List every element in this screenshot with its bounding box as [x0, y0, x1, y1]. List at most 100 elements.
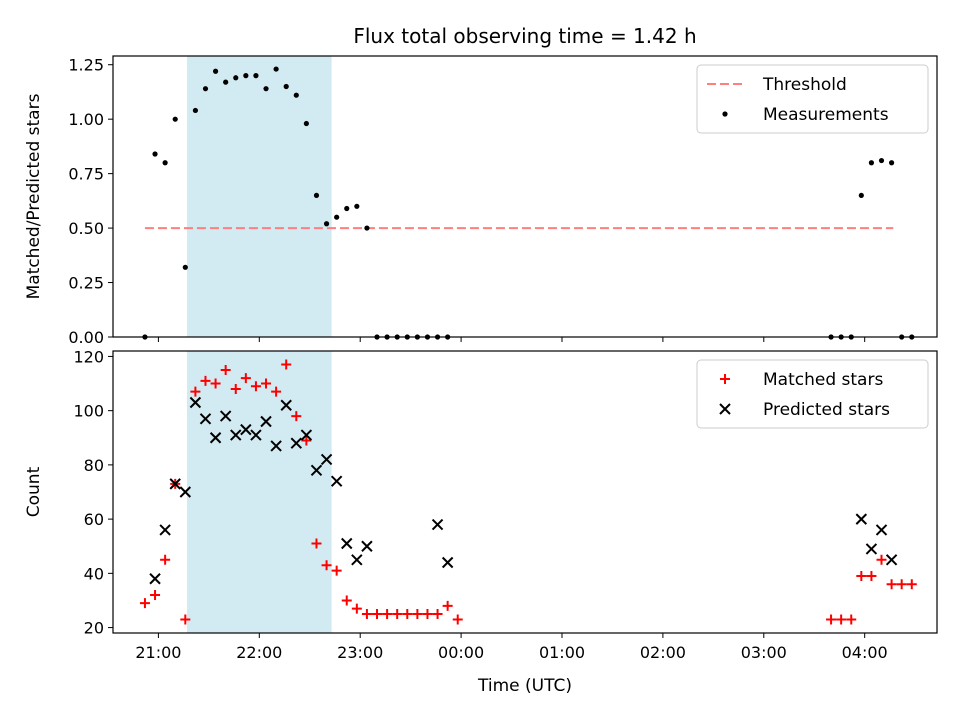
y-tick-label: 0.50: [68, 219, 104, 238]
measurement-point: [243, 73, 249, 79]
chart-title: Flux total observing time = 1.42 h: [353, 24, 696, 48]
predicted-star-point: [159, 524, 171, 536]
matched-star-point: [866, 571, 877, 582]
y-tick-label: 120: [73, 347, 104, 366]
observing-window-span: [186, 56, 332, 337]
legend-label: Matched stars: [763, 370, 883, 390]
matched-star-point: [311, 538, 322, 549]
x-tick-label: 01:00: [539, 643, 585, 662]
matched-star-point: [422, 609, 433, 620]
matched-star-point: [301, 435, 312, 446]
y-tick-label: 0.00: [68, 328, 104, 347]
matched-star-point: [240, 373, 251, 384]
matched-star-point: [876, 554, 887, 565]
predicted-star-point: [219, 410, 232, 422]
y-axis-label: Count: [24, 466, 44, 517]
predicted-star-point: [361, 540, 373, 552]
matched-star-point: [180, 614, 191, 625]
predicted-star-point: [169, 478, 181, 490]
matched-star-point: [160, 554, 171, 565]
measurement-point: [273, 66, 279, 72]
matched-star-point: [331, 565, 342, 576]
matched-star-point: [392, 609, 403, 620]
matched-star-point: [906, 579, 917, 590]
measurement-point: [162, 160, 168, 166]
legend-box: [696, 64, 929, 134]
matched-star-point: [230, 383, 241, 394]
predicted-star-point: [431, 518, 444, 531]
predicted-star-point: [855, 513, 868, 525]
legend-box: [696, 359, 929, 429]
predicted-star-point: [885, 554, 898, 566]
measurement-point: [293, 92, 299, 98]
matched-star-point: [321, 560, 332, 571]
matched-star-point: [412, 609, 423, 620]
measurement-point: [192, 107, 198, 114]
matched-star-point: [382, 609, 393, 620]
matched-star-point: [250, 381, 261, 392]
predicted-star-point: [351, 554, 363, 566]
y-tick-label: 20: [84, 619, 104, 638]
matched-star-point: [190, 386, 201, 397]
matched-star-point: [372, 609, 383, 620]
measurement-point: [354, 203, 360, 209]
predicted-star-point: [209, 432, 222, 444]
matched-star-point: [139, 598, 150, 609]
predicted-star-point: [320, 453, 333, 466]
matched-star-point: [826, 614, 837, 625]
matched-star-point: [261, 378, 272, 389]
matched-star-point: [150, 590, 161, 601]
predicted-star-point: [240, 423, 252, 436]
y-axis-label: Matched/Predicted stars: [24, 93, 44, 299]
x-tick-label: 02:00: [640, 643, 686, 662]
measurement-point: [253, 73, 259, 79]
measurement-point: [202, 86, 209, 92]
matched-star-point: [836, 614, 847, 625]
observing-window-span: [186, 351, 332, 633]
predicted-star-point: [865, 543, 878, 555]
measurement-point: [313, 192, 320, 199]
y-tick-label: 1.00: [68, 110, 104, 129]
legend: Matched stars Predicted stars: [696, 359, 929, 429]
measurement-point: [303, 120, 309, 127]
measurement-point: [323, 221, 330, 227]
legend-label: Predicted stars: [763, 400, 890, 420]
x-tick-label: 21:00: [135, 643, 181, 662]
matched-star-point: [210, 378, 221, 389]
y-tick-label: 80: [84, 456, 104, 475]
measurement-point: [152, 151, 158, 157]
y-tick-label: 60: [84, 510, 104, 529]
predicted-star-point: [290, 437, 303, 449]
matched-star-point: [402, 609, 413, 620]
x-tick-label: 04:00: [842, 643, 888, 662]
measurement-point: [283, 83, 289, 90]
predicted-star-point: [341, 537, 353, 550]
legend-label: Threshold: [762, 75, 847, 95]
y-tick-label: 0.25: [68, 274, 104, 293]
measurement-point: [233, 75, 239, 81]
matched-star-point: [351, 603, 362, 614]
x-tick-label: 03:00: [741, 643, 787, 662]
predicted-star-point: [310, 464, 323, 477]
axes-frame: [112, 350, 938, 634]
measurement-point: [212, 68, 219, 74]
predicted-star-point: [250, 429, 262, 441]
matched-star-point: [886, 579, 897, 590]
x-tick-label: 00:00: [438, 643, 484, 662]
legend-label: Measurements: [763, 105, 889, 125]
matched-star-point: [896, 579, 907, 590]
y-tick-label: 40: [84, 564, 104, 583]
matched-star-point: [432, 609, 443, 620]
matched-star-point: [442, 600, 453, 611]
matched-star-point: [271, 386, 282, 397]
matched-star-point: [281, 359, 292, 370]
predicted-star-point: [330, 475, 343, 487]
matched-star-point: [846, 614, 857, 625]
predicted-star-point: [300, 429, 313, 441]
predicted-star-point: [260, 415, 272, 428]
predicted-star-point: [179, 486, 192, 498]
measurement-point: [858, 192, 864, 199]
predicted-star-point: [280, 399, 292, 411]
predicted-star-point: [230, 429, 242, 441]
